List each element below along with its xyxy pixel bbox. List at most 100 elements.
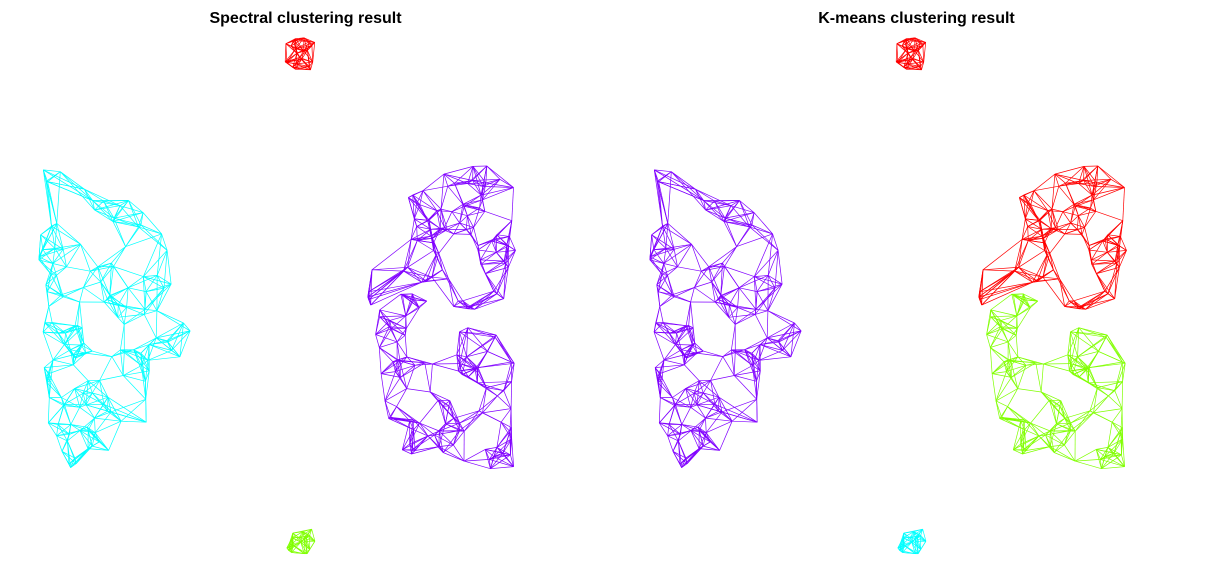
graph-edge [70,344,82,351]
graph-edge [145,360,149,382]
graph-edge [43,331,66,334]
graph-edge [697,403,715,406]
graph-edge [767,233,773,276]
graph-edge [90,270,101,283]
graph-edge [156,330,191,339]
graph-edge [482,408,512,414]
graph-edge [724,217,750,228]
graph-edge [1113,427,1123,454]
graph-edge [1007,341,1012,362]
graph-edge [477,367,487,388]
graph-edge [443,166,474,175]
graph-edge [146,287,165,292]
graph-edge [397,359,416,366]
graph-edge [407,267,422,283]
graph-edge [396,341,401,362]
graph-edge [734,307,738,325]
graph-edge [143,250,168,277]
graph-edge [92,200,114,222]
graph-edge [1038,210,1049,221]
graph-edge [1020,420,1025,430]
graph-edge [1006,371,1018,389]
graph-edge [298,531,304,538]
graph-edge [413,422,420,430]
graph-edge [486,165,514,188]
graph-edge [462,300,469,309]
graph-edge [414,363,433,366]
graph-edge [1030,190,1035,205]
graph-edge [438,430,454,446]
graph-edge [402,449,412,455]
graph-edge [470,227,474,235]
graph-edge [1025,218,1042,230]
graph-edge [38,259,53,264]
graph-edge [121,420,147,423]
graph-edge [989,347,993,374]
graph-edge [123,309,146,325]
graph-edge [897,52,909,63]
graph-edge [427,210,438,221]
graph-edge [1016,315,1018,329]
graph-edge [722,356,735,376]
graph-edge [657,275,668,292]
graph-edge [695,188,732,207]
graph-edge [735,350,760,361]
graph-edge [155,310,158,338]
graph-edge [306,541,316,554]
graph-edge [1107,267,1120,294]
graph-edge [81,344,93,352]
graph-edge [1016,307,1031,317]
graph-edge [1049,253,1054,270]
graph-edge [496,438,512,448]
graph-edge [94,209,115,219]
graph-edge [701,266,725,272]
graph-edge [918,41,921,51]
graph-edge [1006,359,1009,372]
graph-edge [52,249,64,264]
graph-edge [74,325,82,346]
graph-edge [495,234,498,253]
graph-edge [751,344,761,354]
graph-edge [509,236,516,251]
graph-edge [663,359,685,366]
graph-edge [157,275,172,285]
graph-edge [1030,399,1050,424]
graph-edge [496,252,507,264]
graph-edge [299,57,311,71]
graph-edge [1042,254,1048,278]
graph-edge [296,53,300,58]
graph-edge [1064,444,1076,462]
graph-edge [440,174,445,210]
graph-edge [756,283,783,292]
graph-edge [123,370,150,376]
graph-edge [733,375,757,400]
graph-edge [1085,298,1115,310]
graph-edge [753,233,773,277]
graph-edge [653,169,663,227]
graph-edge [406,388,431,393]
graph-edge [73,364,89,381]
graph-edge [705,404,716,419]
graph-edge [667,266,678,276]
graph-edge [438,446,465,462]
graph-edge [419,399,439,424]
graph-edge [95,420,122,434]
graph-edge [397,359,425,364]
graph-edge [995,400,1008,407]
graph-edge [489,456,494,460]
graph-edge [1104,290,1115,299]
graph-edge [379,341,398,348]
graph-edge [484,449,495,457]
graph-edge [1043,229,1059,239]
graph-edge [140,224,162,235]
graph-edge [301,50,308,60]
graph-edge [1111,408,1123,423]
graph-edge [429,391,443,407]
graph-edge [473,227,479,246]
graph-edge [107,299,119,318]
graph-edge [402,293,413,296]
graph-edge [1104,234,1109,240]
graph-edge [728,307,738,318]
graph-edge [463,410,480,432]
graph-edge [1107,427,1123,448]
